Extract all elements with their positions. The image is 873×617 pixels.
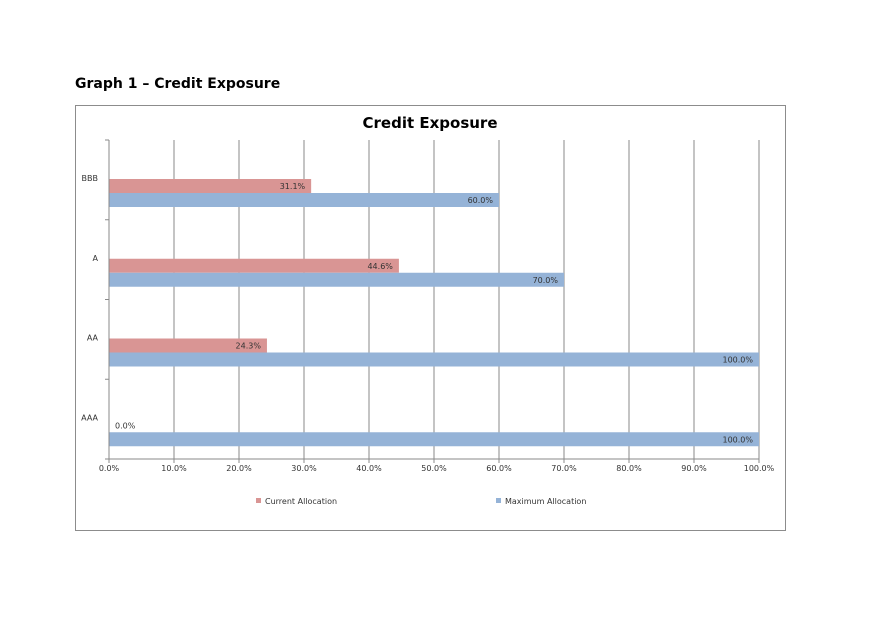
legend-label: Maximum Allocation bbox=[505, 497, 586, 506]
data-labels: 31.1% 60.0% 44.6% 70.0% 24.3% 100.0% 0.0% 100.0… bbox=[115, 182, 753, 444]
x-tick-label: 20.0% bbox=[226, 464, 252, 473]
data-label: 100.0% bbox=[722, 435, 753, 444]
data-label: 70.0% bbox=[533, 276, 559, 285]
bar-maximum-allocation bbox=[109, 352, 759, 367]
bar-maximum-allocation bbox=[109, 193, 499, 207]
x-tick-label: 100.0% bbox=[744, 464, 775, 473]
x-tick-label: 30.0% bbox=[291, 464, 317, 473]
data-label: 100.0% bbox=[722, 356, 753, 365]
bar-current-allocation bbox=[109, 258, 399, 273]
document-heading: Graph 1 – Credit Exposure bbox=[75, 76, 281, 92]
bar-maximum-allocation bbox=[109, 432, 759, 447]
data-label: 60.0% bbox=[468, 196, 494, 205]
category-label: AAA bbox=[81, 413, 98, 422]
bars bbox=[109, 179, 759, 447]
bar-current-allocation bbox=[109, 338, 267, 353]
data-label: 44.6% bbox=[367, 262, 393, 271]
x-tick-label: 50.0% bbox=[421, 464, 447, 473]
x-tick-label: 60.0% bbox=[486, 464, 512, 473]
legend-label: Current Allocation bbox=[265, 497, 337, 506]
x-tick-label: 80.0% bbox=[616, 464, 642, 473]
x-tick-label: 40.0% bbox=[356, 464, 382, 473]
x-tick-label: 90.0% bbox=[681, 464, 707, 473]
x-tick-label: 70.0% bbox=[551, 464, 577, 473]
legend-swatch bbox=[256, 498, 261, 503]
data-label: 24.3% bbox=[236, 342, 262, 351]
category-label: AA bbox=[87, 334, 99, 343]
chart-title: Credit Exposure bbox=[363, 114, 498, 132]
legend: Current Allocation Maximum Allocation bbox=[256, 497, 586, 506]
bar-maximum-allocation bbox=[109, 272, 564, 287]
axes: 0.0% 10.0% 20.0% 30.0% 40.0% 50.0% 60.0% 70.0% 8… bbox=[81, 139, 775, 473]
bar-current-allocation bbox=[109, 179, 312, 193]
category-label: BBB bbox=[82, 174, 98, 183]
category-label: A bbox=[93, 254, 99, 263]
chart-frame bbox=[75, 105, 786, 531]
x-tick-label: 0.0% bbox=[99, 464, 120, 473]
x-tick-label: 10.0% bbox=[161, 464, 187, 473]
legend-swatch bbox=[496, 498, 501, 503]
data-label: 0.0% bbox=[115, 421, 136, 430]
data-label: 31.1% bbox=[280, 182, 306, 191]
